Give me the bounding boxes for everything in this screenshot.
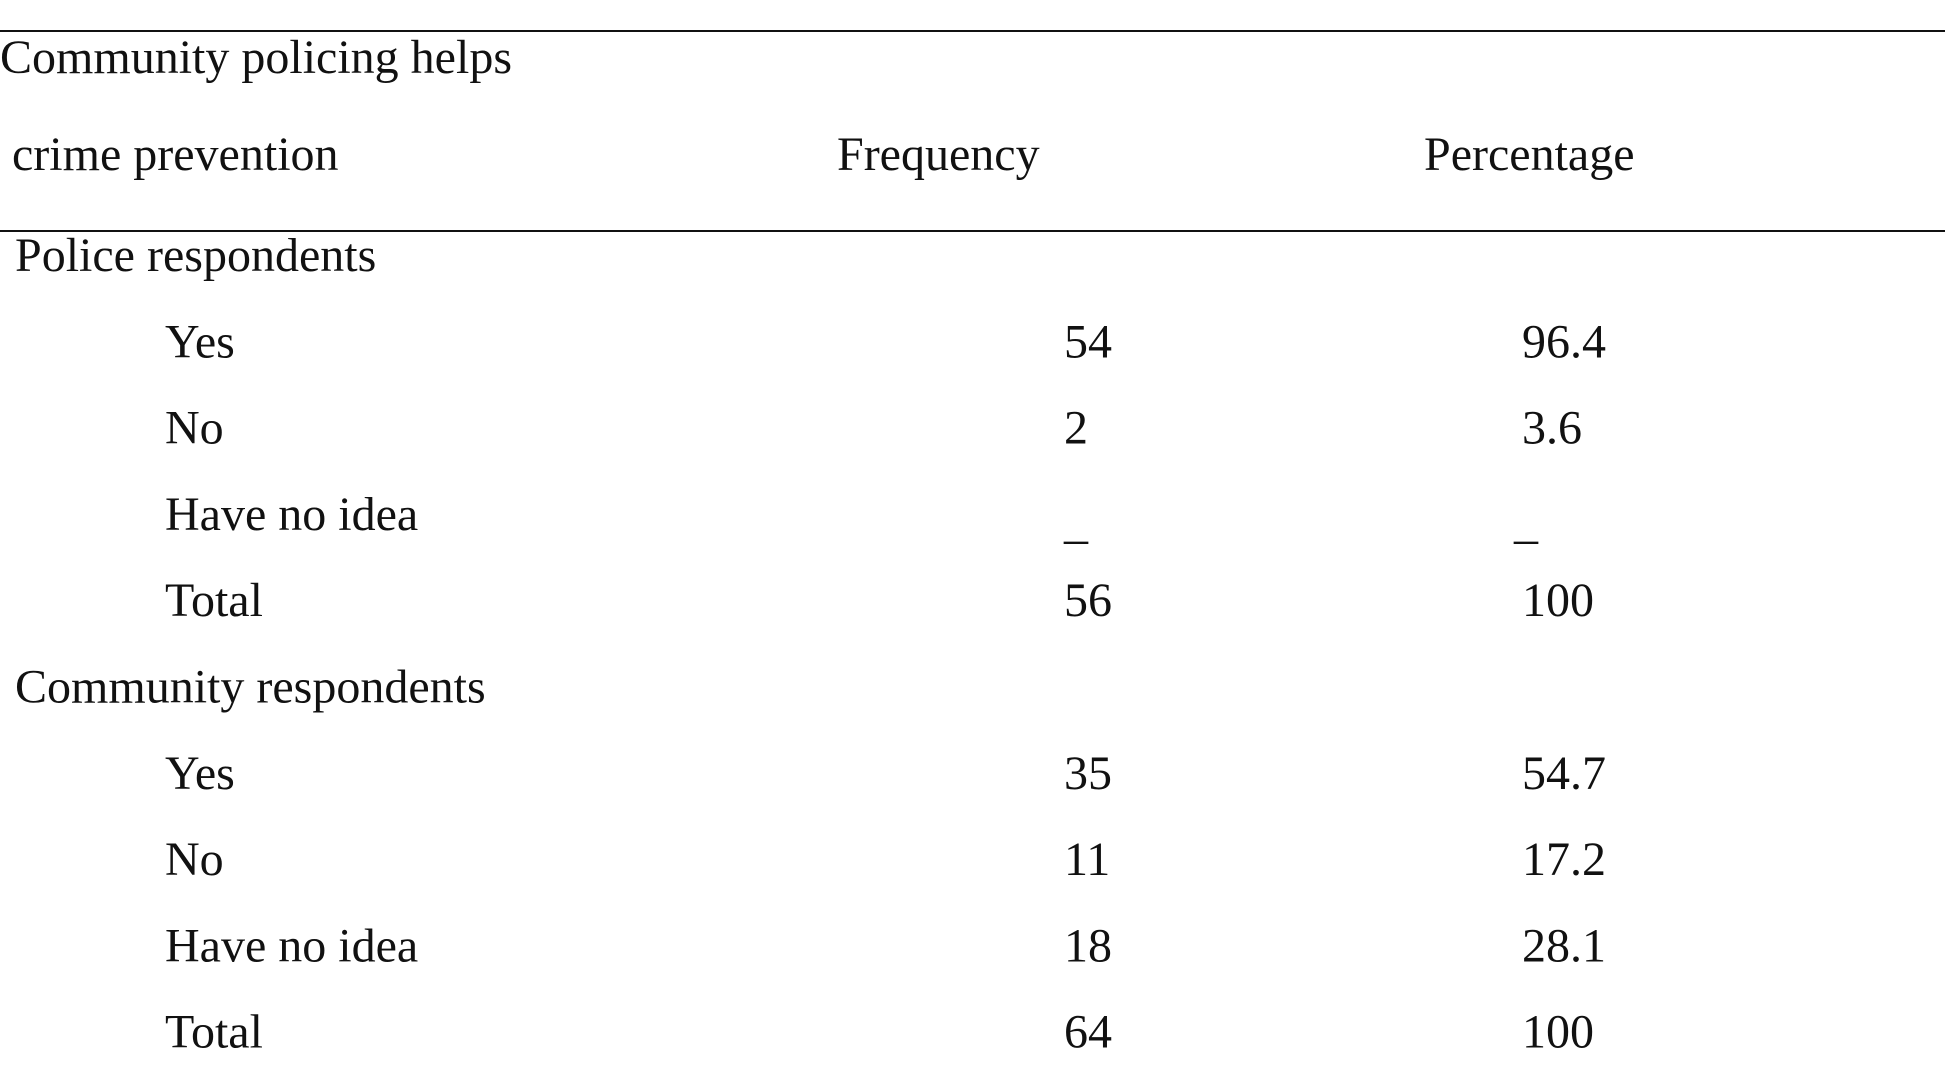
percentage: 100 — [1522, 574, 1594, 627]
row-label: Have no idea — [165, 919, 418, 972]
row-label: Yes — [165, 747, 235, 800]
frequency: 35 — [1064, 747, 1112, 800]
header-label: Community policing helps — [0, 31, 512, 84]
row-label: Total — [165, 1006, 263, 1059]
percentage: 100 — [1522, 1006, 1594, 1059]
header-label: crime prevention — [12, 128, 339, 181]
row-label: No — [165, 833, 224, 886]
percentage: 3.6 — [1522, 402, 1582, 455]
row-label: Total — [165, 574, 263, 627]
group-title: Community respondents — [15, 661, 486, 714]
percentage: 17.2 — [1522, 833, 1606, 886]
row-label: No — [165, 402, 224, 455]
percentage: 28.1 — [1522, 919, 1606, 972]
frequency: 64 — [1064, 1006, 1112, 1059]
percentage: 54.7 — [1522, 747, 1606, 800]
percentage: 96.4 — [1522, 315, 1606, 368]
group-title: Police respondents — [15, 229, 376, 282]
frequency: 11 — [1064, 833, 1110, 886]
frequency: 2 — [1064, 402, 1088, 455]
percentage: _ — [1513, 496, 1539, 549]
column-header: Frequency — [837, 128, 1040, 181]
frequency: 56 — [1064, 574, 1112, 627]
frequency: _ — [1063, 496, 1089, 549]
column-header: Percentage — [1424, 128, 1635, 181]
frequency: 18 — [1064, 919, 1112, 972]
frequency: 54 — [1064, 315, 1112, 368]
row-label: Yes — [165, 315, 235, 368]
row-label: Have no idea — [165, 488, 418, 541]
